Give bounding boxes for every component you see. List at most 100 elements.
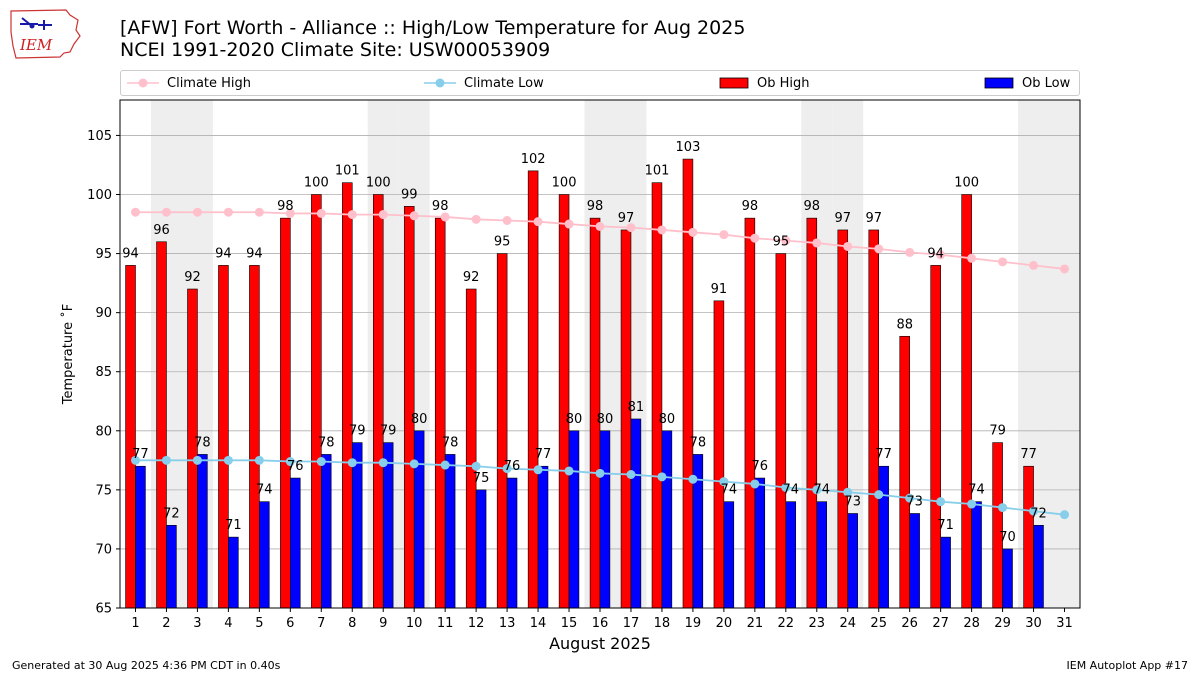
x-tick-label: 19	[685, 616, 702, 631]
climate-low-point	[719, 477, 729, 487]
ob-low-label: 77	[875, 447, 892, 462]
legend-swatch-icon	[984, 77, 1014, 89]
climate-low-point	[316, 457, 326, 467]
climate-high-point	[936, 250, 946, 260]
climate-high-point	[626, 223, 636, 233]
x-tick-label: 5	[255, 616, 263, 631]
y-tick-label: 95	[95, 247, 112, 262]
ob-high-bar	[930, 265, 941, 609]
climate-low-point	[843, 487, 853, 497]
ob-high-bar	[434, 217, 446, 609]
climate-high-point	[347, 210, 357, 220]
ob-high-bar	[713, 300, 725, 609]
climate-low-point	[998, 503, 1008, 513]
x-tick-label: 24	[839, 616, 856, 631]
ob-low-label: 80	[566, 412, 583, 427]
ob-low-label: 80	[411, 412, 428, 427]
ob-high-label: 88	[896, 317, 913, 332]
x-tick-label: 28	[963, 616, 980, 631]
ob-high-label: 94	[122, 246, 139, 261]
ob-low-bar	[1033, 525, 1044, 609]
x-tick-label: 22	[778, 616, 795, 631]
ob-high-bar	[992, 442, 1003, 609]
x-tick-label: 7	[317, 616, 325, 631]
ob-high-label: 94	[215, 246, 232, 261]
legend-swatch-icon	[719, 77, 749, 89]
ob-low-bar	[444, 454, 456, 609]
climate-high-point	[595, 221, 605, 231]
climate-low-point	[409, 459, 419, 469]
climate-low-point	[130, 455, 140, 465]
ob-low-bar	[661, 430, 673, 609]
x-tick-label: 29	[994, 616, 1011, 631]
climate-low-point	[502, 464, 512, 474]
x-tick-label: 15	[561, 616, 578, 631]
x-tick-label: 20	[716, 616, 733, 631]
ob-high-label: 94	[246, 246, 263, 261]
climate-low-point	[564, 466, 574, 476]
climate-high-point	[378, 210, 388, 220]
ob-low-bar	[197, 454, 208, 609]
y-tick-label: 65	[95, 602, 112, 617]
x-tick-label: 1	[131, 616, 139, 631]
climate-low-point	[967, 499, 977, 509]
climate-low-point	[936, 497, 946, 507]
ob-low-label: 80	[659, 412, 676, 427]
climate-high-point	[502, 216, 512, 226]
ob-high-bar	[899, 335, 910, 609]
x-tick-label: 31	[1056, 616, 1073, 631]
x-tick-label: 21	[747, 616, 764, 631]
climate-low-point	[874, 490, 884, 500]
ob-low-label: 74	[813, 483, 830, 498]
climate-high-point	[1060, 264, 1070, 274]
ob-high-bar	[125, 265, 136, 609]
x-tick-label: 12	[468, 616, 485, 631]
ob-low-bar	[785, 501, 797, 609]
x-tick-label: 4	[224, 616, 232, 631]
legend-label: Climate High	[167, 75, 252, 91]
ob-low-label: 76	[752, 459, 769, 474]
ob-high-bar	[682, 158, 694, 609]
climate-high-point	[254, 207, 264, 217]
climate-high-point	[533, 217, 543, 227]
ob-high-label: 98	[432, 199, 449, 214]
chart-title: [AFW] Fort Worth - Alliance :: High/Low …	[120, 17, 746, 39]
ob-low-bar	[537, 465, 549, 609]
ob-high-bar	[496, 253, 508, 609]
ob-low-bar	[754, 477, 766, 609]
ob-low-label: 81	[628, 400, 645, 415]
climate-high-point	[285, 208, 295, 218]
climate-high-point	[750, 233, 760, 243]
ob-low-bar	[228, 536, 239, 609]
climate-high-point	[192, 207, 202, 217]
climate-high-point	[905, 247, 915, 257]
ob-high-label: 94	[927, 246, 944, 261]
ob-high-label: 101	[335, 164, 360, 179]
climate-low-point	[750, 479, 760, 489]
climate-low-point	[812, 485, 822, 495]
ob-high-label: 95	[494, 235, 511, 250]
y-axis-label: Temperature ˚F	[60, 304, 76, 405]
ob-low-label: 78	[194, 435, 211, 450]
climate-low-point	[905, 493, 915, 503]
climate-low-point	[192, 455, 202, 465]
ob-low-bar	[847, 513, 858, 609]
x-tick-label: 25	[870, 616, 887, 631]
climate-high-point	[719, 230, 729, 240]
climate-low-point	[781, 482, 791, 492]
ob-low-bar	[971, 501, 982, 609]
ob-high-label: 100	[304, 176, 329, 191]
legend-item-climate-high: Climate High	[127, 71, 251, 95]
climate-high-point	[316, 208, 326, 218]
ob-low-label: 73	[844, 494, 861, 509]
climate-high-point	[471, 214, 481, 224]
climate-low-point	[347, 458, 357, 468]
y-tick-label: 90	[95, 306, 112, 321]
ob-high-label: 95	[773, 235, 790, 250]
x-tick-label: 23	[809, 616, 826, 631]
climate-high-point	[223, 207, 233, 217]
ob-low-label: 78	[442, 435, 459, 450]
ob-high-label: 98	[804, 199, 821, 214]
ob-high-label: 98	[742, 199, 759, 214]
x-axis-label: August 2025	[549, 634, 651, 653]
